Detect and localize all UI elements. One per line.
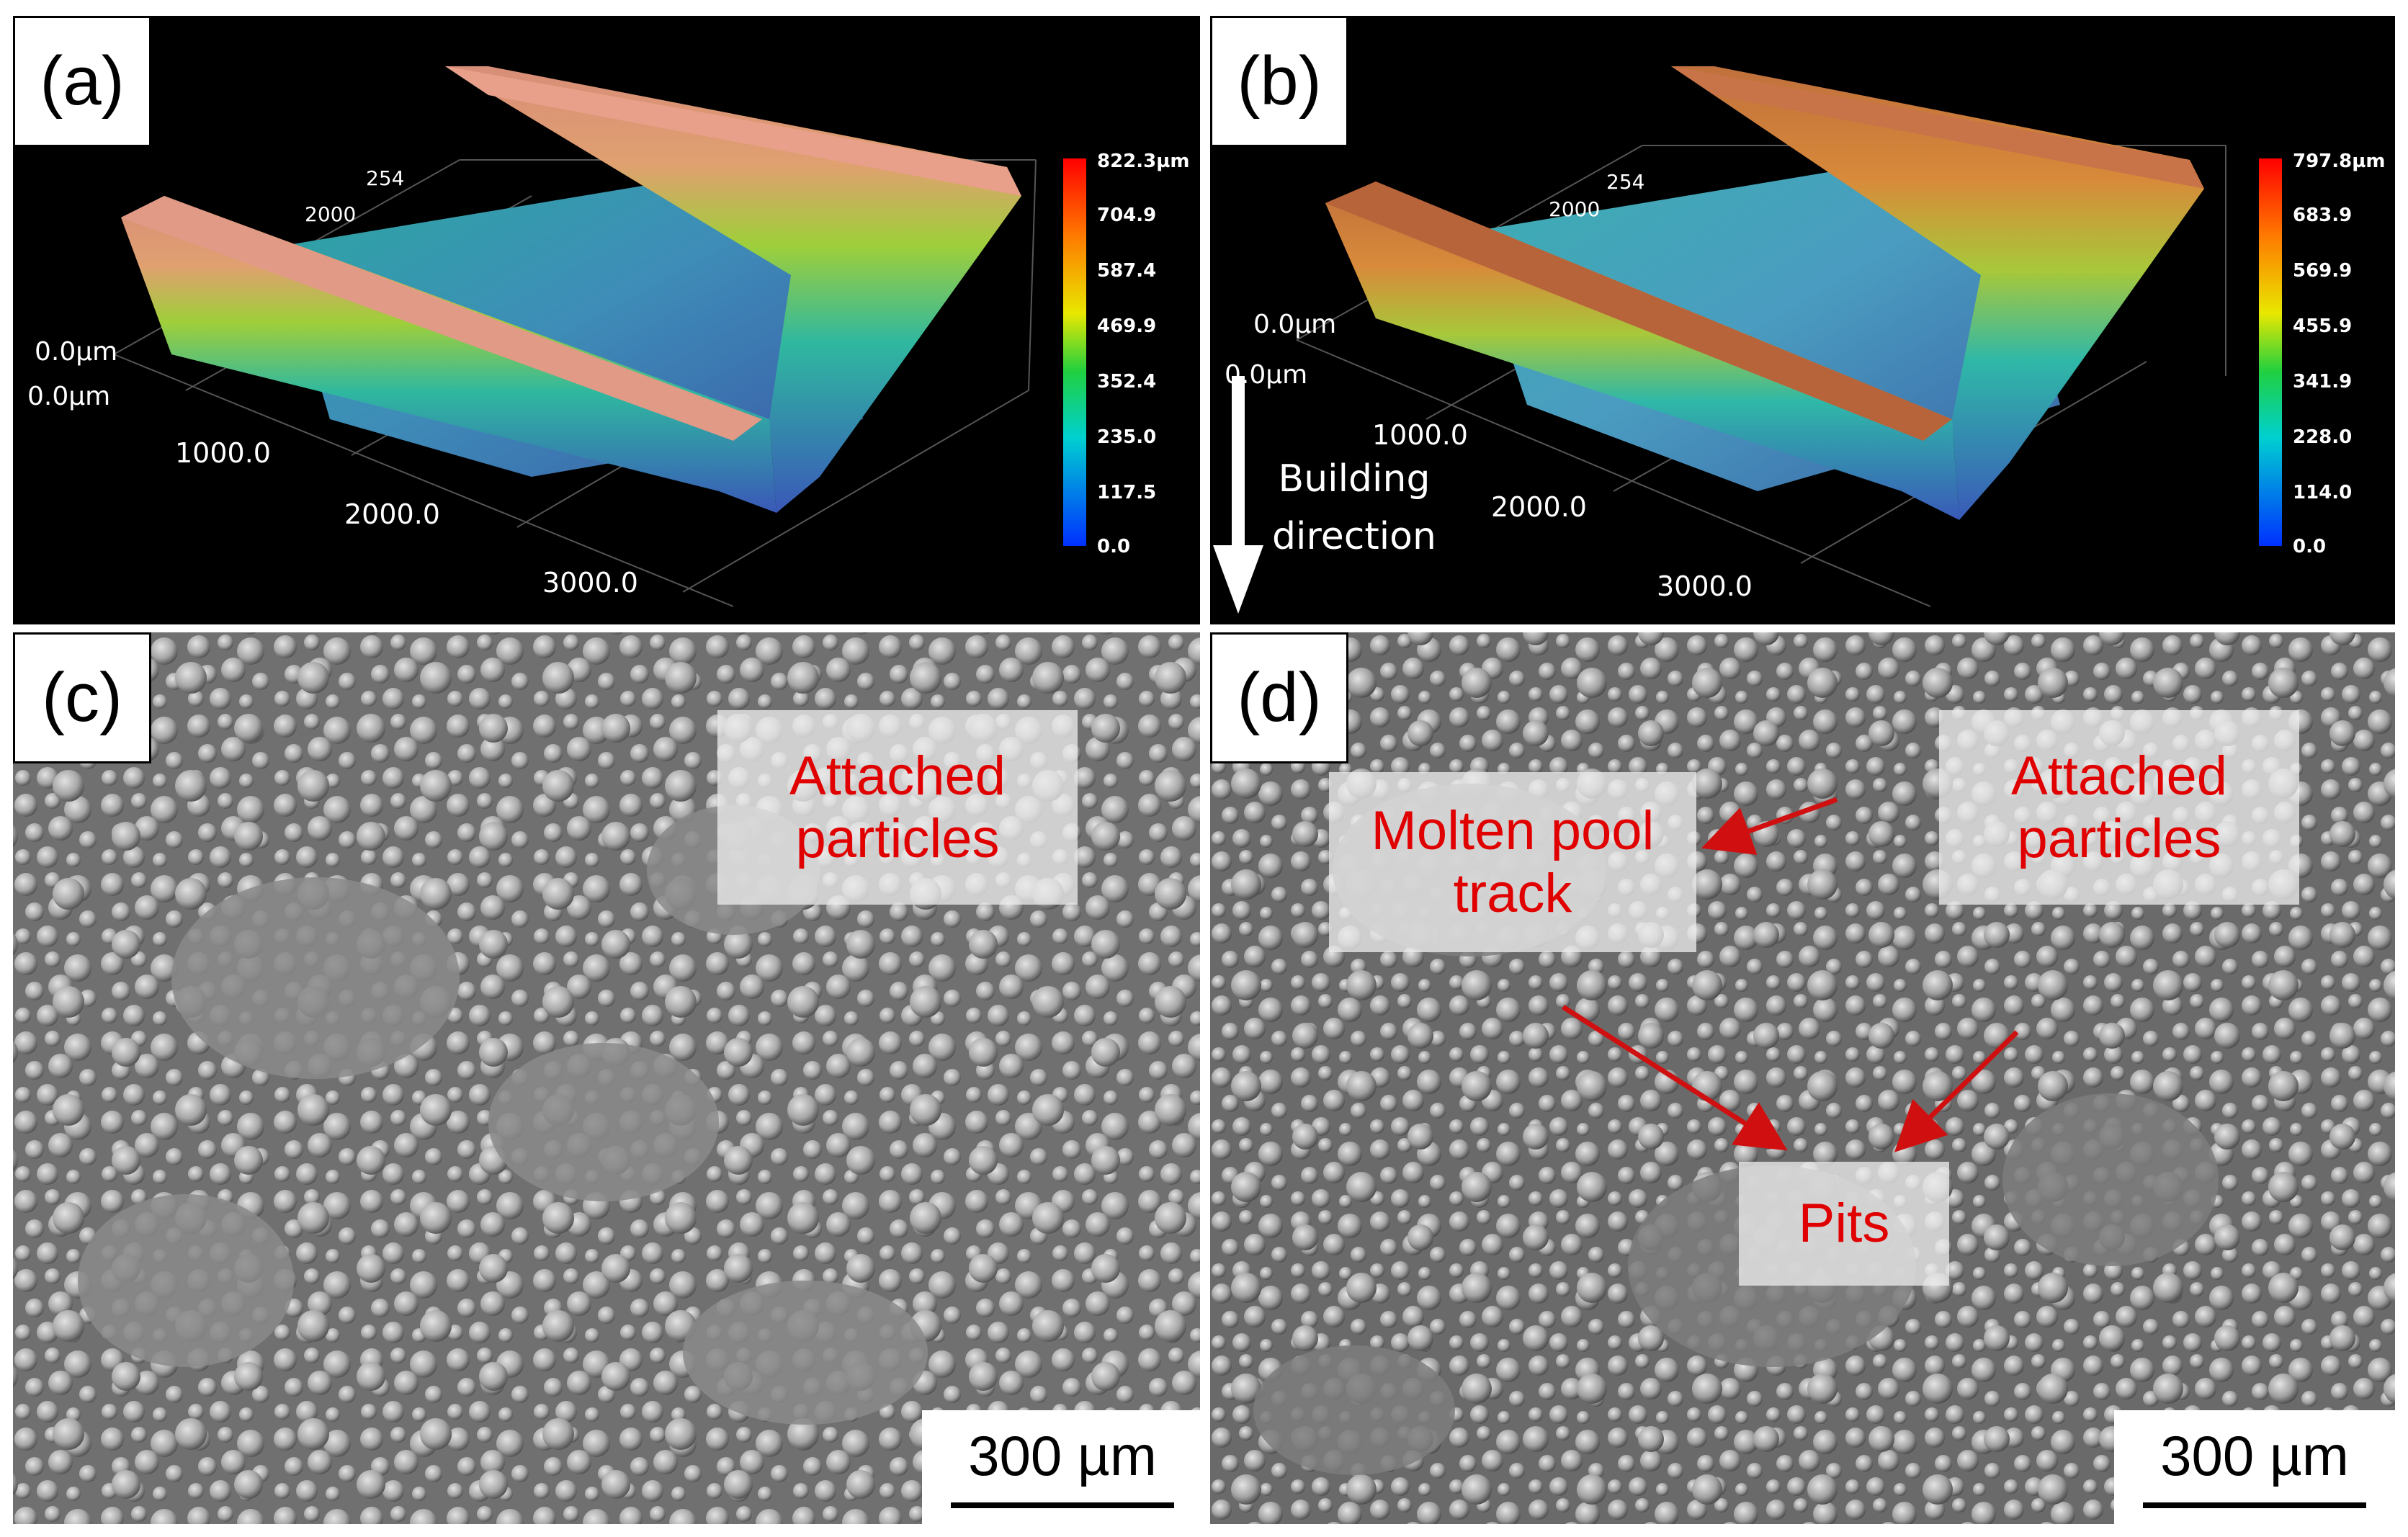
colorbar-b-tick-3: 455.9 <box>2293 315 2352 337</box>
colorbar-a-tick-6: 117.5 <box>1097 482 1156 503</box>
annotation-attached-particles-c: Attached particles <box>717 710 1078 905</box>
colorbar-b-tick-5: 228.0 <box>2293 426 2352 448</box>
panel-a-3d-profile: 0.0µm 0.0µm 1000.0 2000.0 3000.0 2000 25… <box>13 16 1200 624</box>
building-direction-label-1: Building <box>1279 457 1431 501</box>
axis-label-y0-a: 0.0µm <box>35 337 117 367</box>
arrow-to-pits-right <box>1894 1030 2019 1152</box>
arrow-to-pits-left <box>1562 1005 1788 1151</box>
surface-plot-b: 0.0µm 0.0µm 1000.0 2000.0 3000.0 2000 25… <box>1213 66 2385 614</box>
colorbar-b-tick-7: 0.0 <box>2293 536 2326 557</box>
axis-label-y0-b: 0.0µm <box>1253 310 1336 339</box>
annotation-arrows-d <box>1562 797 2019 1152</box>
axis-label-1000-a: 1000.0 <box>175 437 271 469</box>
scale-bar-line-c <box>951 1502 1174 1508</box>
axis-label-2000-a: 2000.0 <box>344 498 440 530</box>
scale-bar-label-c: 300 µm <box>968 1424 1157 1487</box>
building-direction-label-2: direction <box>1272 515 1436 558</box>
colorbar-b-tick-4: 341.9 <box>2293 371 2352 393</box>
colorbar-b-tick-0: 797.8µm <box>2293 151 2385 172</box>
axis-label-back-2000-b: 2000 <box>1549 197 1600 221</box>
building-direction-arrow <box>1213 376 1263 614</box>
colorbar-a-tick-4: 352.4 <box>1097 371 1156 393</box>
scale-bar-label-d: 300 µm <box>2160 1424 2349 1487</box>
panel-label-c: (c) <box>13 632 151 763</box>
back-ridge-a <box>445 66 1021 513</box>
panel-label-d: (d) <box>1210 632 1348 763</box>
colorbar-a-tick-5: 235.0 <box>1097 426 1156 448</box>
back-ridge-b <box>1671 66 2204 520</box>
axis-label-back-254-a: 254 <box>366 166 404 190</box>
colorbar-b-tick-1: 683.9 <box>2293 205 2352 226</box>
panel-label-b: (b) <box>1210 16 1348 147</box>
annotation-molten-pool-track: Molten pool track <box>1329 772 1696 952</box>
colorbar-b <box>2259 158 2282 546</box>
colorbar-a-tick-2: 587.4 <box>1097 260 1156 282</box>
scale-bar-c: 300 µm <box>922 1410 1200 1524</box>
panel-label-a: (a) <box>13 16 151 147</box>
axis-label-x0-a: 0.0µm <box>27 382 110 411</box>
colorbar-a-tick-3: 469.9 <box>1097 315 1156 337</box>
axis-label-back-2000-a: 2000 <box>305 202 356 226</box>
annotation-attached-particles-d: Attached particles <box>1939 710 2299 905</box>
colorbar-a-tick-7: 0.0 <box>1097 536 1130 557</box>
colorbar-b-tick-2: 569.9 <box>2293 260 2352 282</box>
front-ridge-b <box>1325 182 1959 520</box>
scale-bar-line-d <box>2143 1502 2366 1508</box>
axis-label-3000-b: 3000.0 <box>1657 570 1753 602</box>
colorbar-a <box>1063 158 1086 546</box>
axis-label-1000-b: 1000.0 <box>1372 419 1468 451</box>
surface-plot-a: 0.0µm 0.0µm 1000.0 2000.0 3000.0 2000 25… <box>27 66 1189 607</box>
axis-label-2000-b: 2000.0 <box>1491 491 1587 523</box>
colorbar-a-tick-1: 704.9 <box>1097 205 1156 226</box>
axis-label-back-254-b: 254 <box>1606 170 1644 194</box>
arrow-to-molten-pool <box>1701 797 1838 855</box>
scale-bar-d: 300 µm <box>2114 1410 2395 1524</box>
panel-b-3d-profile: 0.0µm 0.0µm 1000.0 2000.0 3000.0 2000 25… <box>1210 16 2395 624</box>
annotation-pits: Pits <box>1739 1162 1949 1286</box>
colorbar-b-tick-6: 114.0 <box>2293 482 2352 503</box>
colorbar-a-tick-0: 822.3µm <box>1097 151 1189 172</box>
panel-c-sem-image: (c) Attached particles 300 µm <box>13 632 1200 1524</box>
axis-label-3000-a: 3000.0 <box>542 567 638 599</box>
panel-d-sem-image: (d) Molten pool track Attached particles… <box>1210 632 2395 1524</box>
